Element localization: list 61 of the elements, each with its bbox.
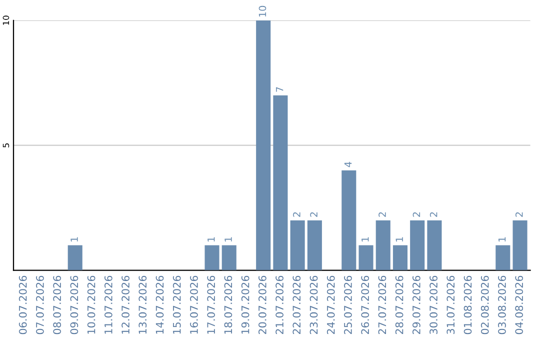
x-tick-label: 15.07.2026 xyxy=(172,276,181,334)
bar xyxy=(358,245,374,270)
data-label: 1 xyxy=(498,237,506,242)
x-tick-label: 04.08.2026 xyxy=(515,276,524,334)
bar xyxy=(256,20,271,270)
bar xyxy=(307,220,322,270)
x-tick-label: 03.08.2026 xyxy=(498,276,506,334)
x-tick-label: 08.07.2026 xyxy=(53,276,62,334)
data-label: 2 xyxy=(412,212,420,217)
x-tick-label: 02.08.2026 xyxy=(480,276,489,334)
x-tick-label: 01.08.2026 xyxy=(464,276,472,334)
bar xyxy=(290,220,305,270)
data-label: 2 xyxy=(293,212,300,217)
bar xyxy=(496,245,510,270)
bar xyxy=(376,220,390,270)
x-tick-label: 09.07.2026 xyxy=(70,276,78,334)
data-label: 1 xyxy=(396,237,403,242)
bar xyxy=(427,220,442,270)
x-tick-label: 06.07.2026 xyxy=(18,276,27,334)
x-tick-label: 16.07.2026 xyxy=(190,276,198,334)
bar xyxy=(392,245,408,270)
data-label: 1 xyxy=(362,237,369,242)
bar xyxy=(222,245,236,270)
x-tick-label: 10.07.2026 xyxy=(87,276,96,334)
data-label: 7 xyxy=(276,87,284,92)
data-label: 2 xyxy=(310,212,318,217)
data-label: 2 xyxy=(515,212,523,217)
x-tick-label: 30.07.2026 xyxy=(430,276,438,334)
data-label: 2 xyxy=(430,212,438,217)
x-tick-label: 21.07.2026 xyxy=(276,276,284,334)
data-label: 4 xyxy=(344,162,352,168)
x-tick-label: 29.07.2026 xyxy=(412,276,420,334)
x-tick-label: 14.07.2026 xyxy=(156,276,164,334)
x-tick-label: 26.07.2026 xyxy=(361,276,370,334)
x-tick-label: 07.07.2026 xyxy=(36,276,44,334)
bar xyxy=(410,220,425,270)
x-tick-label: 13.07.2026 xyxy=(138,276,147,334)
x-tick-label: 28.07.2026 xyxy=(395,276,404,334)
x-tick-label: 11.07.2026 xyxy=(104,276,112,334)
bar xyxy=(512,220,528,270)
data-label: 1 xyxy=(224,237,232,242)
x-tick-label: 19.07.2026 xyxy=(241,276,250,334)
data-label: 1 xyxy=(208,237,215,242)
bar xyxy=(204,245,220,270)
x-tick-label: 12.07.2026 xyxy=(122,276,130,334)
bar xyxy=(273,95,288,270)
bar xyxy=(342,170,356,270)
y-tick-label: 5 xyxy=(2,143,10,148)
x-tick-label: 20.07.2026 xyxy=(258,276,266,334)
bar xyxy=(68,245,82,270)
data-label: 1 xyxy=(70,237,78,242)
x-tick-label: 24.07.2026 xyxy=(326,276,335,334)
x-tick-label: 25.07.2026 xyxy=(344,276,352,334)
data-label: 2 xyxy=(378,212,386,217)
x-tick-label: 22.07.2026 xyxy=(292,276,301,334)
x-tick-label: 18.07.2026 xyxy=(224,276,232,334)
data-label: 10 xyxy=(258,6,266,17)
x-tick-label: 31.07.2026 xyxy=(446,276,455,334)
x-tick-label: 23.07.2026 xyxy=(310,276,318,334)
x-tick-label: 17.07.2026 xyxy=(207,276,216,334)
x-tick-label: 27.07.2026 xyxy=(378,276,386,334)
